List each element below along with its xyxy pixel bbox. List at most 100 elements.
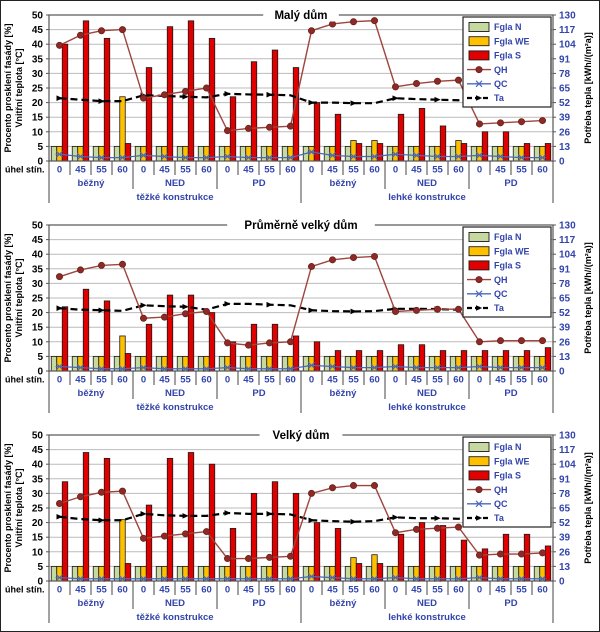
legend: Fgla N Fgla WE Fgla S QH QC Ta: [462, 226, 552, 318]
chart-velky-dum-canvas: 0 5 10 15 20 25 30 35 40 45 50 0 13 26 39 52 65 78 91 104 11…: [3, 428, 593, 623]
chart-body: 0 5 10 15 20 25 30 35 40 45 50 0 13 26 39 52 65 78 91 104 11…: [3, 431, 593, 623]
svg-text:20: 20: [32, 98, 44, 109]
svg-text:45: 45: [243, 375, 254, 386]
bars-fgla-s: [61, 288, 552, 372]
svg-text:55: 55: [432, 165, 443, 176]
svg-text:PD: PD: [504, 388, 517, 399]
svg-text:55: 55: [264, 165, 275, 176]
svg-text:25: 25: [32, 84, 44, 95]
svg-text:Procento prosklení fasády [%]: Procento prosklení fasády [%]: [3, 23, 13, 152]
svg-text:60: 60: [537, 585, 548, 596]
svg-text:60: 60: [453, 375, 464, 386]
axis-titles: Procento prosklení fasády [%] Vnitřní tep…: [3, 23, 593, 152]
svg-text:NED: NED: [417, 598, 437, 609]
svg-text:35: 35: [32, 474, 44, 485]
svg-text:QH: QH: [494, 275, 508, 285]
svg-text:úhel stín.: úhel stín.: [5, 375, 45, 385]
axis-titles: Procento prosklení fasády [%] Vnitřní tep…: [3, 443, 593, 572]
svg-text:45: 45: [411, 585, 422, 596]
x-axis: 0 45 55 60 0 45 55 60 0 45 55 60 0 45 55 60 0 45 55 60 0 45 55…: [5, 161, 554, 203]
svg-text:0: 0: [309, 375, 314, 386]
svg-text:117: 117: [559, 25, 576, 36]
svg-text:běžný: běžný: [78, 598, 106, 609]
svg-text:Fgla S: Fgla S: [494, 261, 521, 271]
svg-text:Ta: Ta: [494, 513, 505, 523]
svg-text:91: 91: [559, 264, 571, 275]
svg-text:běžný: běžný: [330, 598, 358, 609]
svg-text:běžný: běžný: [78, 388, 106, 399]
svg-text:PD: PD: [504, 598, 517, 609]
svg-text:55: 55: [180, 375, 191, 386]
chart-body: 0 5 10 15 20 25 30 35 40 45 50 0 13 26 39 52 65 78 91 104 11…: [3, 11, 593, 203]
svg-text:20: 20: [32, 308, 44, 319]
svg-text:NED: NED: [165, 178, 185, 189]
bars-fgla-we: [56, 96, 546, 162]
svg-text:52: 52: [559, 308, 571, 319]
svg-text:55: 55: [96, 165, 107, 176]
svg-text:Vnitřní teplota [°C]: Vnitřní teplota [°C]: [14, 258, 24, 337]
chart-prumerne-velky-dum-canvas: 0 5 10 15 20 25 30 35 40 45 50 0 13 26 39 52 65 78 91 104 11…: [3, 218, 593, 413]
svg-text:104: 104: [559, 460, 576, 471]
right-axis: 0 13 26 39 52 65 78 91 104 117 130: [553, 431, 576, 588]
svg-text:QH: QH: [494, 485, 508, 495]
chart-title: Průměrně velký dům: [244, 220, 357, 232]
chart-title-group: Průměrně velký dům: [227, 218, 375, 232]
svg-text:60: 60: [117, 585, 128, 596]
right-axis: 0 13 26 39 52 65 78 91 104 117 130: [553, 221, 576, 378]
svg-text:0: 0: [141, 585, 146, 596]
svg-text:130: 130: [559, 431, 576, 442]
svg-text:40: 40: [32, 460, 44, 471]
svg-text:55: 55: [180, 165, 191, 176]
svg-text:Potřeba tepla [kWh//(m²a)]: Potřeba tepla [kWh//(m²a)]: [583, 452, 593, 564]
svg-text:NED: NED: [165, 598, 185, 609]
axis-titles: Procento prosklení fasády [%] Vnitřní tep…: [3, 233, 593, 362]
svg-text:39: 39: [559, 323, 571, 334]
svg-text:45: 45: [495, 375, 506, 386]
left-axis: 0 5 10 15 20 25 30 35 40 45 50: [32, 221, 49, 378]
svg-text:60: 60: [285, 165, 296, 176]
svg-text:15: 15: [32, 113, 44, 124]
legend: Fgla N Fgla WE Fgla S QH QC Ta: [462, 436, 552, 528]
svg-text:13: 13: [559, 352, 571, 363]
qc-line-series: [55, 573, 547, 583]
chart-title-group: Malý dům: [263, 8, 339, 22]
svg-text:45: 45: [243, 585, 254, 596]
svg-text:Ta: Ta: [494, 303, 505, 313]
svg-text:30: 30: [32, 489, 44, 500]
svg-text:NED: NED: [417, 178, 437, 189]
svg-text:60: 60: [369, 165, 380, 176]
svg-text:117: 117: [559, 235, 576, 246]
svg-text:50: 50: [32, 431, 44, 442]
svg-text:běžný: běžný: [78, 178, 106, 189]
svg-text:0: 0: [141, 375, 146, 386]
svg-text:běžný: běžný: [330, 388, 358, 399]
svg-text:45: 45: [75, 165, 86, 176]
svg-text:55: 55: [516, 585, 527, 596]
svg-text:55: 55: [348, 375, 359, 386]
right-axis: 0 13 26 39 52 65 78 91 104 117 130: [553, 11, 576, 168]
svg-text:těžké konstrukce: těžké konstrukce: [136, 612, 213, 623]
svg-text:55: 55: [180, 585, 191, 596]
svg-text:40: 40: [32, 250, 44, 261]
qc-line-series: [55, 361, 547, 373]
svg-text:45: 45: [327, 375, 338, 386]
svg-text:0: 0: [225, 165, 230, 176]
svg-text:0: 0: [37, 157, 43, 168]
svg-text:15: 15: [32, 323, 44, 334]
svg-text:55: 55: [348, 585, 359, 596]
svg-text:Fgla S: Fgla S: [494, 51, 521, 61]
svg-text:60: 60: [285, 375, 296, 386]
svg-text:0: 0: [477, 375, 482, 386]
svg-text:5: 5: [37, 562, 43, 573]
qh-line-series: [56, 17, 547, 135]
svg-text:78: 78: [559, 69, 571, 80]
svg-text:0: 0: [57, 165, 62, 176]
svg-text:91: 91: [559, 474, 571, 485]
svg-text:0: 0: [37, 367, 43, 378]
svg-text:45: 45: [327, 165, 338, 176]
svg-text:65: 65: [559, 84, 571, 95]
svg-text:65: 65: [559, 504, 571, 515]
svg-text:0: 0: [477, 165, 482, 176]
svg-text:Fgla WE: Fgla WE: [494, 246, 530, 256]
svg-text:55: 55: [96, 585, 107, 596]
